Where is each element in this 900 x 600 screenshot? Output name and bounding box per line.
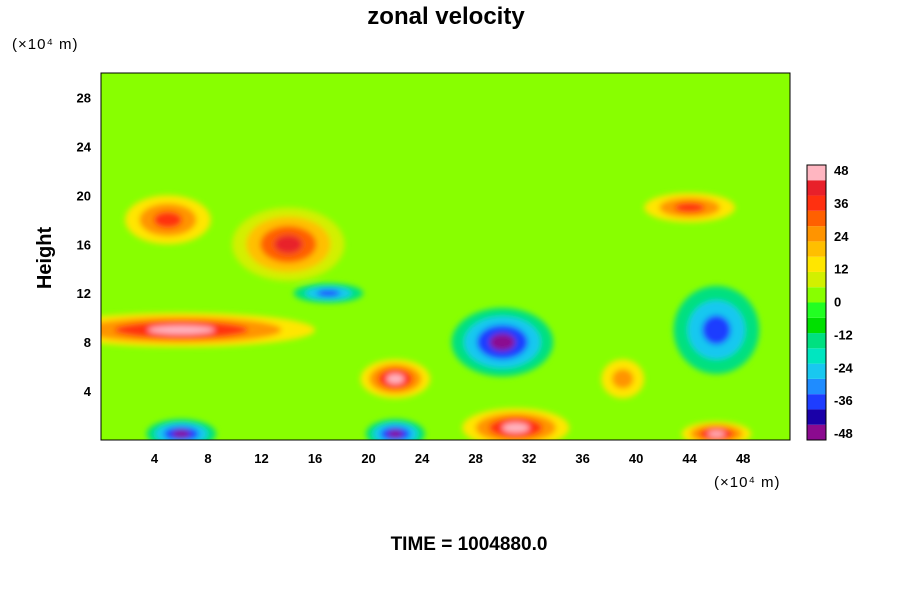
colorbar-tick-label: 12 xyxy=(834,262,848,277)
colorbar-tick-label: 24 xyxy=(834,229,849,244)
field-contour xyxy=(386,373,405,384)
colorbar-segment xyxy=(807,378,826,395)
colorbar-tick-label: 36 xyxy=(834,196,848,211)
x-tick-label: 36 xyxy=(575,451,589,466)
colorbar-segment xyxy=(807,165,826,181)
x-tick-label: 24 xyxy=(415,451,430,466)
colorbar-segment xyxy=(807,333,826,349)
y-tick-label: 24 xyxy=(77,139,92,154)
x-axis-unit: (×10⁴ m) xyxy=(714,474,781,491)
colorbar: 48 36 24 12 0 -12 -24 -36 -48 xyxy=(806,163,854,441)
colorbar-segment xyxy=(807,302,826,318)
x-tick-label: 44 xyxy=(682,451,697,466)
field-contour xyxy=(172,430,190,438)
colorbar-segment xyxy=(807,226,826,242)
field-contour xyxy=(387,430,403,438)
chart-title: zonal velocity xyxy=(367,3,525,30)
y-axis-label: Height xyxy=(34,227,56,290)
field-contour xyxy=(707,430,726,437)
x-tick-label: 8 xyxy=(204,451,211,466)
field-contour xyxy=(153,211,183,228)
y-tick-label: 8 xyxy=(84,335,91,350)
colorbar-segment xyxy=(807,409,826,425)
colorbar-segment xyxy=(807,394,826,410)
colorbar-segment xyxy=(807,363,826,379)
colorbar-segment xyxy=(807,195,826,211)
field-contour xyxy=(489,333,516,351)
colorbar-segment xyxy=(807,348,826,364)
colorbar-segment xyxy=(807,287,826,303)
colorbar-segment xyxy=(807,241,826,257)
colorbar-segment xyxy=(807,180,826,196)
colorbar-segment xyxy=(807,424,826,440)
y-tick-labels: 4 8 12 16 20 24 28 xyxy=(77,90,92,399)
plot-frame xyxy=(100,72,791,441)
x-tick-label: 16 xyxy=(308,451,322,466)
field-upper-layer xyxy=(101,73,790,196)
field-blobs xyxy=(101,192,760,440)
colorbar-segment xyxy=(807,271,826,288)
x-tick-label: 4 xyxy=(151,451,159,466)
field-contour xyxy=(147,325,215,335)
y-tick-label: 20 xyxy=(77,188,91,203)
x-tick-label: 48 xyxy=(736,451,750,466)
x-tick-label: 32 xyxy=(522,451,536,466)
y-tick-label: 16 xyxy=(77,237,91,252)
x-tick-label: 28 xyxy=(468,451,482,466)
field-contour xyxy=(502,422,530,433)
colorbar-tick-label: 48 xyxy=(834,163,848,178)
field-contour xyxy=(612,369,634,389)
colorbar-segment xyxy=(807,210,826,227)
colorbar-tick-label: -24 xyxy=(834,360,854,375)
colorbar-frame xyxy=(806,164,827,441)
field-contour xyxy=(316,289,341,297)
field-contour xyxy=(674,202,705,213)
y-tick-label: 12 xyxy=(77,286,91,301)
colorbar-segment xyxy=(807,317,826,334)
heatmap-plot-area xyxy=(101,73,790,440)
colorbar-tick-label: -48 xyxy=(834,426,853,441)
colorbar-tick-label: -12 xyxy=(834,327,853,342)
x-tick-label: 20 xyxy=(361,451,375,466)
y-tick-label: 28 xyxy=(77,90,91,105)
x-tick-label: 12 xyxy=(254,451,268,466)
field-contour xyxy=(274,235,303,254)
x-tick-label: 40 xyxy=(629,451,643,466)
y-axis-unit: (×10⁴ m) xyxy=(12,36,79,53)
y-tick-label: 4 xyxy=(84,384,92,399)
field-base xyxy=(101,73,790,440)
colorbar-segment xyxy=(807,256,826,272)
x-tick-labels: 4 8 12 16 20 24 28 32 36 40 44 48 xyxy=(151,451,751,466)
field-contour xyxy=(702,315,731,345)
time-label: TIME = 1004880.0 xyxy=(391,534,548,555)
colorbar-tick-label: 0 xyxy=(834,295,841,310)
colorbar-tick-label: -36 xyxy=(834,393,853,408)
